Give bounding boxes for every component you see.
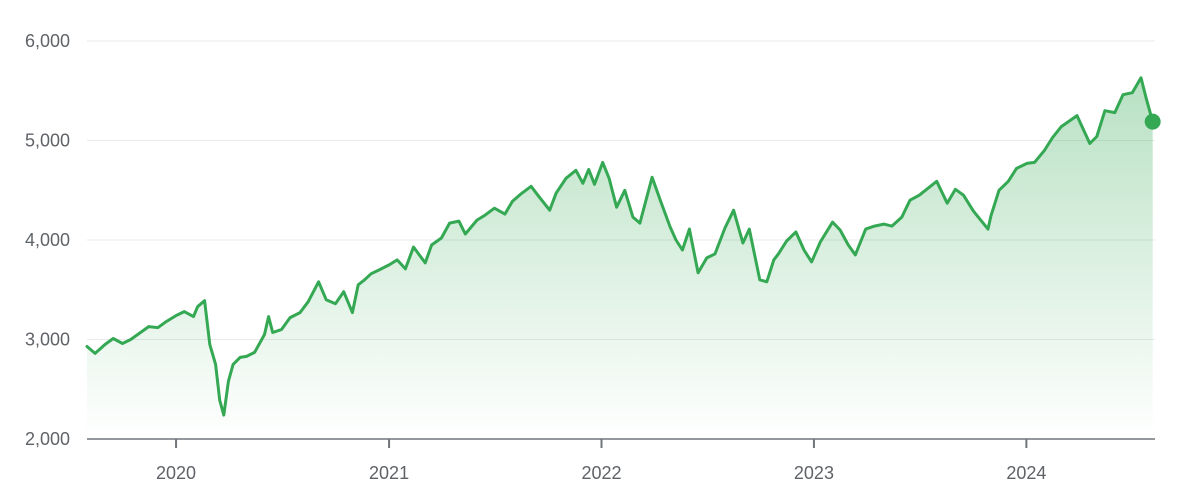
y-tick-label: 5,000 — [25, 131, 70, 151]
series-line-layer — [85, 76, 1155, 417]
x-axis — [87, 438, 1155, 448]
y-tick-label: 3,000 — [25, 330, 70, 350]
series-area-fill — [87, 77, 1153, 440]
y-axis-labels: 6,000 5,000 4,000 3,000 2,000 — [25, 31, 70, 449]
x-tick-label: 2022 — [581, 463, 621, 483]
x-tick-label: 2023 — [794, 463, 834, 483]
y-tick-label: 2,000 — [25, 429, 70, 449]
area-fill-layer — [87, 77, 1153, 440]
y-tick-label: 6,000 — [25, 31, 70, 51]
x-tick-label: 2020 — [156, 463, 196, 483]
x-axis-labels: 2020 2021 2022 2023 2024 — [156, 463, 1046, 483]
y-tick-label: 4,000 — [25, 230, 70, 250]
x-tick-label: 2021 — [369, 463, 409, 483]
x-tick-label: 2024 — [1006, 463, 1046, 483]
last-value-marker-layer — [1144, 113, 1161, 130]
series-line — [85, 76, 1155, 417]
last-value-point[interactable] — [1144, 113, 1161, 130]
